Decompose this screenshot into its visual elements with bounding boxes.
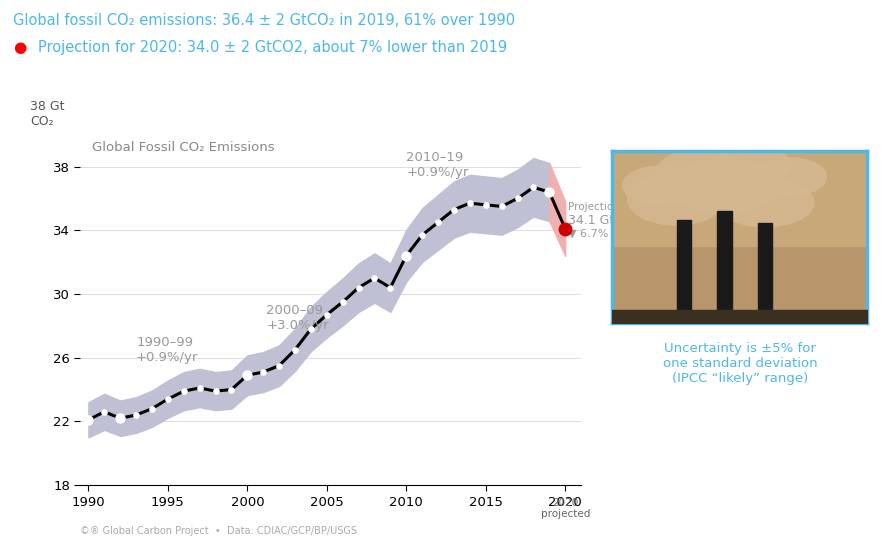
Text: 34.1 Gt CO₂: 34.1 Gt CO₂ — [568, 215, 642, 227]
Text: Global Fossil CO₂ Emissions: Global Fossil CO₂ Emissions — [91, 141, 274, 154]
Text: 2020
projected: 2020 projected — [541, 498, 590, 520]
Text: Uncertainty is ±5% for
one standard deviation
(IPCC “likely” range): Uncertainty is ±5% for one standard devi… — [663, 342, 817, 385]
Text: 38 Gt
CO₂: 38 Gt CO₂ — [30, 100, 65, 128]
Ellipse shape — [755, 158, 826, 196]
Text: ●: ● — [13, 40, 27, 56]
Bar — [677, 220, 691, 323]
Text: 2010–19
+0.9%/yr: 2010–19 +0.9%/yr — [406, 151, 468, 178]
Ellipse shape — [628, 174, 724, 225]
Ellipse shape — [714, 146, 790, 184]
Ellipse shape — [717, 178, 814, 227]
Text: 1990–99
+0.9%/yr: 1990–99 +0.9%/yr — [136, 336, 198, 364]
Text: Projection for 2020: 34.0 ± 2 GtCO2, about 7% lower than 2019: Projection for 2020: 34.0 ± 2 GtCO2, abo… — [38, 40, 507, 56]
Text: ▼ 6.7%: ▼ 6.7% — [568, 229, 608, 239]
Ellipse shape — [657, 149, 746, 194]
Bar — [717, 211, 731, 323]
Text: ©® Global Carbon Project  •  Data: CDIAC/GCP/BP/USGS: ©® Global Carbon Project • Data: CDIAC/G… — [80, 526, 358, 536]
Text: 2000–09
+3.0%/yr: 2000–09 +3.0%/yr — [266, 304, 329, 332]
Text: Global fossil CO₂ emissions: 36.4 ± 2 GtCO₂ in 2019, 61% over 1990: Global fossil CO₂ emissions: 36.4 ± 2 Gt… — [13, 13, 516, 29]
Ellipse shape — [673, 158, 780, 213]
Bar — [758, 223, 772, 323]
Text: Projection 2020: Projection 2020 — [568, 202, 649, 212]
Ellipse shape — [622, 167, 694, 204]
